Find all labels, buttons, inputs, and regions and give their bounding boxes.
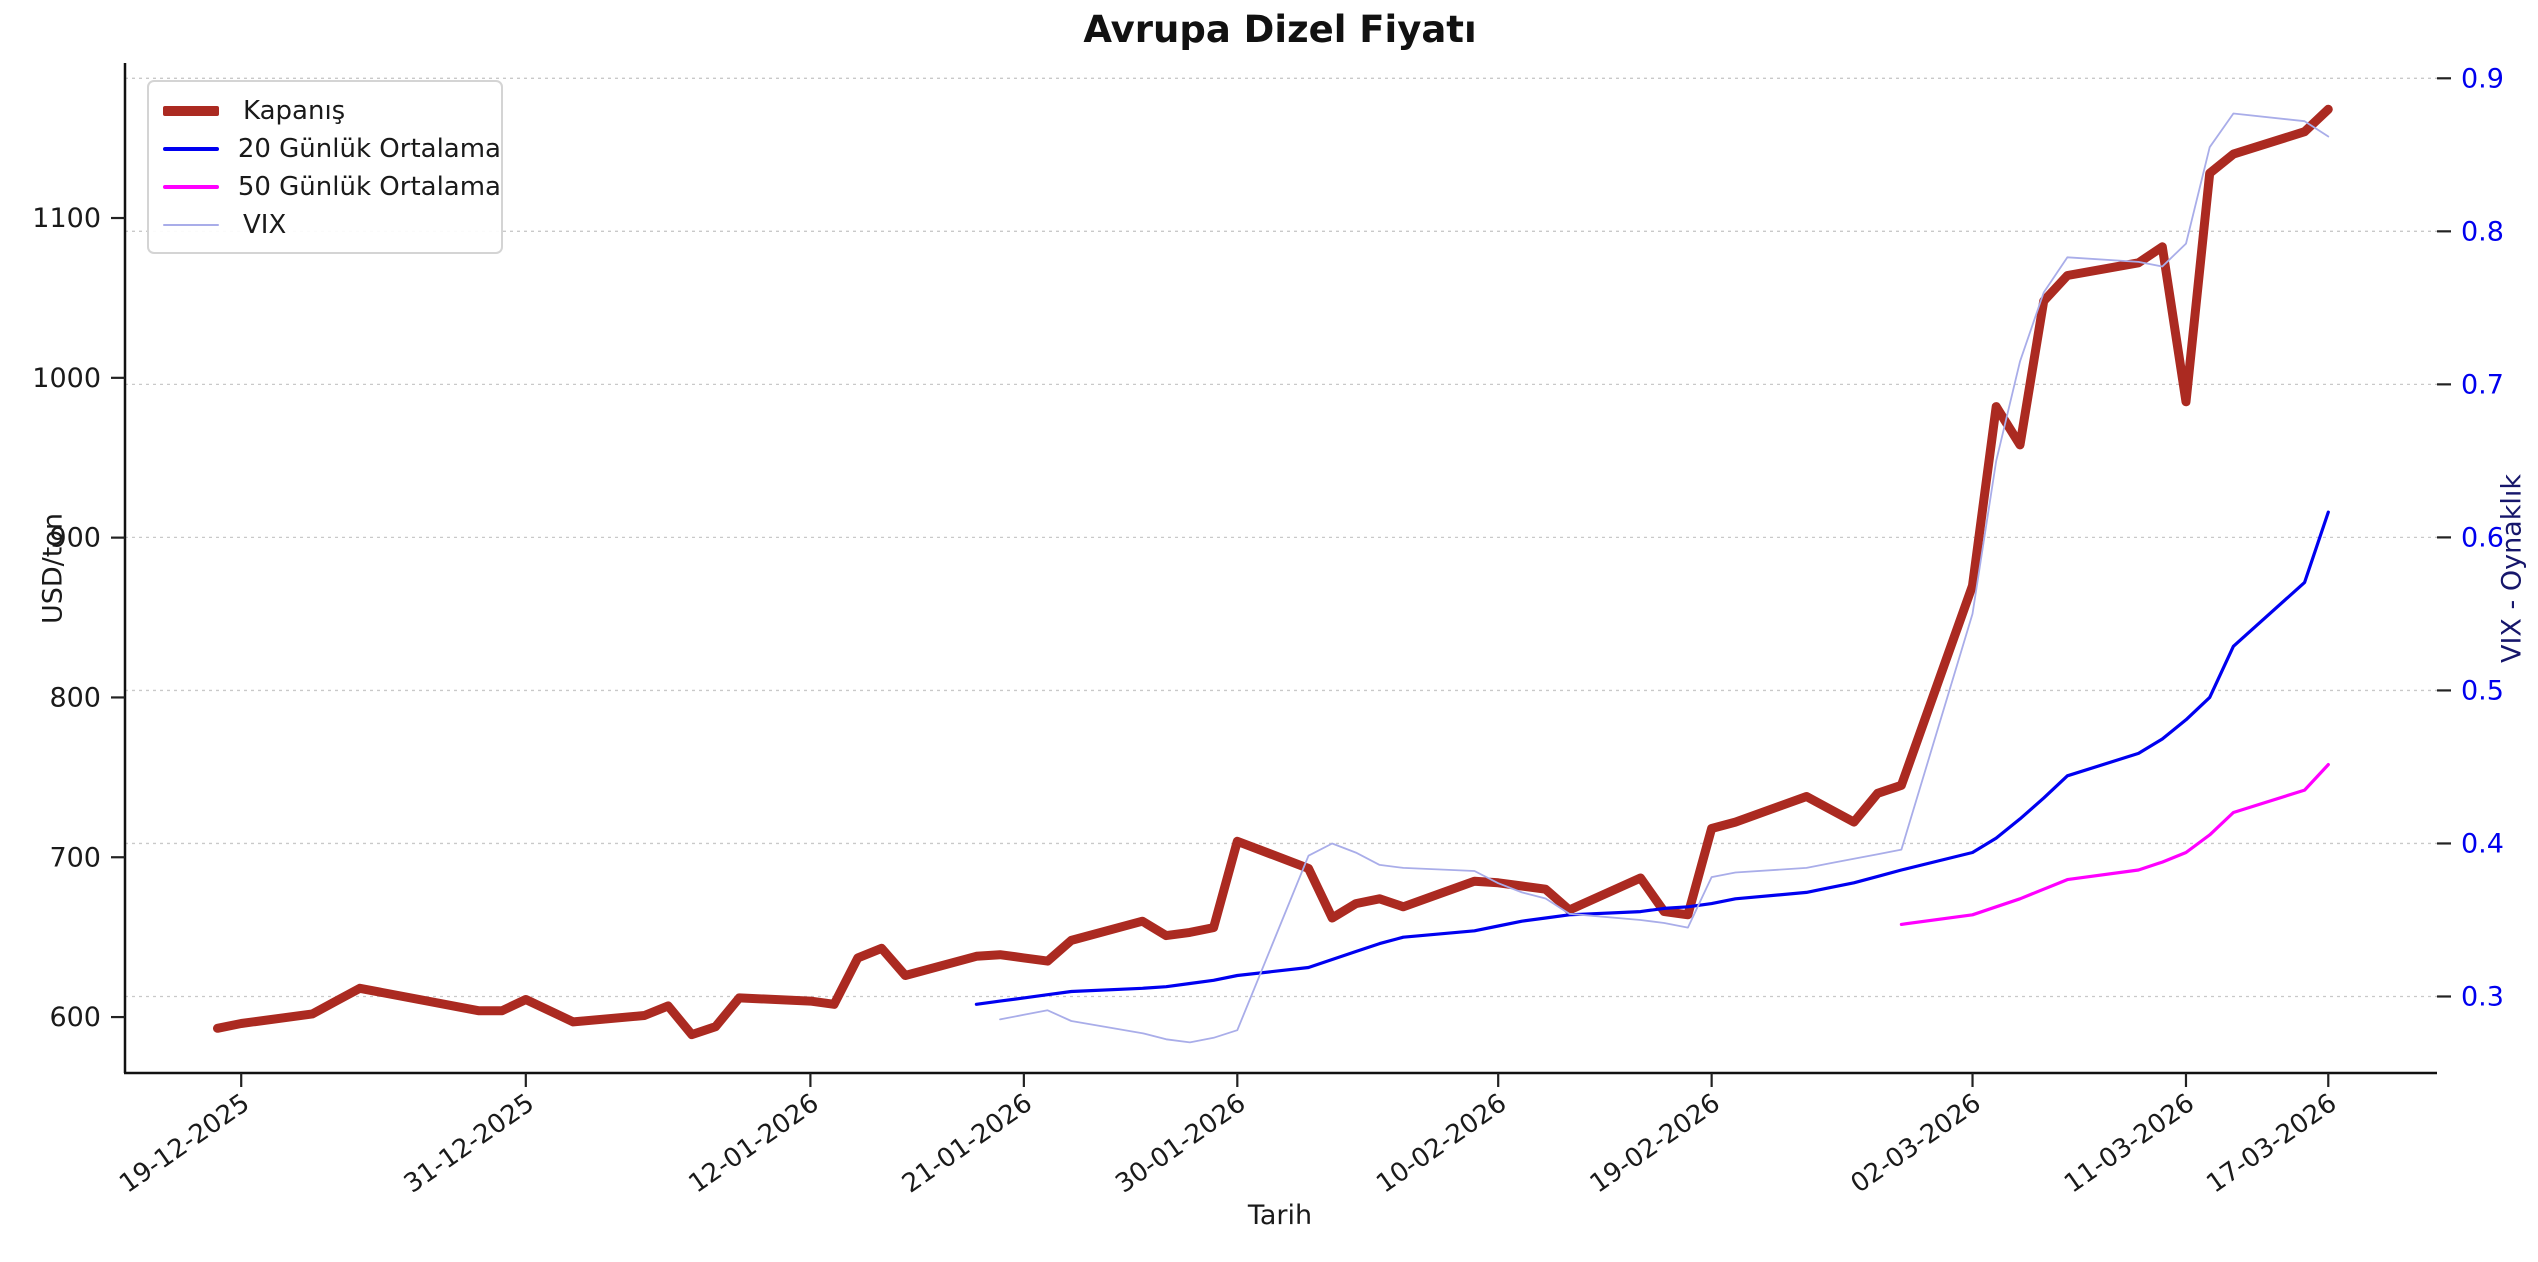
chart-title: Avrupa Dizel Fiyatı xyxy=(1083,8,1477,51)
legend-line-swatch xyxy=(163,106,219,116)
series-ma50 xyxy=(1899,762,2330,927)
legend: Kapanış 20 Günlük Ortalama 50 Günlük Ortal… xyxy=(147,80,503,254)
legend-line-swatch xyxy=(163,147,219,151)
x-tick-label: 19-12-2025 xyxy=(114,1088,255,1199)
series-kapanis xyxy=(213,104,2333,1040)
left-tick-label: 700 xyxy=(49,842,101,873)
legend-label: 20 Günlük Ortalama xyxy=(237,134,501,164)
legend-label: Kapanış xyxy=(243,96,346,126)
left-tick-label: 600 xyxy=(49,1002,101,1033)
left-tick-label: 900 xyxy=(49,523,101,554)
x-tick-label: 19-02-2026 xyxy=(1585,1088,1726,1199)
right-tick-label: 0.6 xyxy=(2461,522,2504,553)
legend-label: 50 Günlük Ortalama xyxy=(237,172,501,202)
x-tick-label: 10-02-2026 xyxy=(1371,1088,1512,1199)
right-tick-label: 0.7 xyxy=(2461,369,2504,400)
left-tick-label: 1100 xyxy=(32,203,101,234)
legend-item-vix: VIX xyxy=(149,206,501,244)
right-tick-label: 0.8 xyxy=(2461,216,2504,247)
right-tick-label: 0.3 xyxy=(2461,981,2504,1012)
left-axis-label: USD/ton xyxy=(37,513,69,625)
x-tick-label: 12-01-2026 xyxy=(683,1088,824,1199)
right-tick-label: 0.9 xyxy=(2461,63,2504,94)
legend-item-kapanis: Kapanış xyxy=(149,92,501,130)
x-tick-label: 30-01-2026 xyxy=(1110,1088,1251,1199)
x-tick-label: 31-12-2025 xyxy=(399,1088,540,1199)
left-tick-label: 1000 xyxy=(32,363,101,394)
legend-swatch-box xyxy=(163,185,222,189)
x-tick-label: 21-01-2026 xyxy=(897,1088,1038,1199)
legend-line-swatch xyxy=(163,224,219,226)
legend-item-ma20: 20 Günlük Ortalama xyxy=(149,130,501,168)
series-vix xyxy=(999,112,2330,1044)
left-tick-label: 800 xyxy=(49,682,101,713)
series-ma20 xyxy=(974,510,2330,1006)
legend-item-ma50: 50 Günlük Ortalama xyxy=(149,168,501,206)
legend-swatch-box xyxy=(163,147,222,151)
right-tick-label: 0.5 xyxy=(2461,675,2504,706)
x-tick-label: 02-03-2026 xyxy=(1846,1088,1987,1199)
legend-line-swatch xyxy=(163,185,219,189)
x-tick-label: 11-03-2026 xyxy=(2059,1088,2200,1199)
x-axis-label: Tarih xyxy=(1247,1200,1313,1231)
legend-label: VIX xyxy=(243,210,287,240)
right-axis-label: VIX - Oynaklık xyxy=(2496,474,2528,663)
right-tick-label: 0.4 xyxy=(2461,828,2504,859)
x-tick-label: 17-03-2026 xyxy=(2201,1088,2342,1199)
legend-swatch-box xyxy=(163,224,227,226)
legend-swatch-box xyxy=(163,106,227,116)
